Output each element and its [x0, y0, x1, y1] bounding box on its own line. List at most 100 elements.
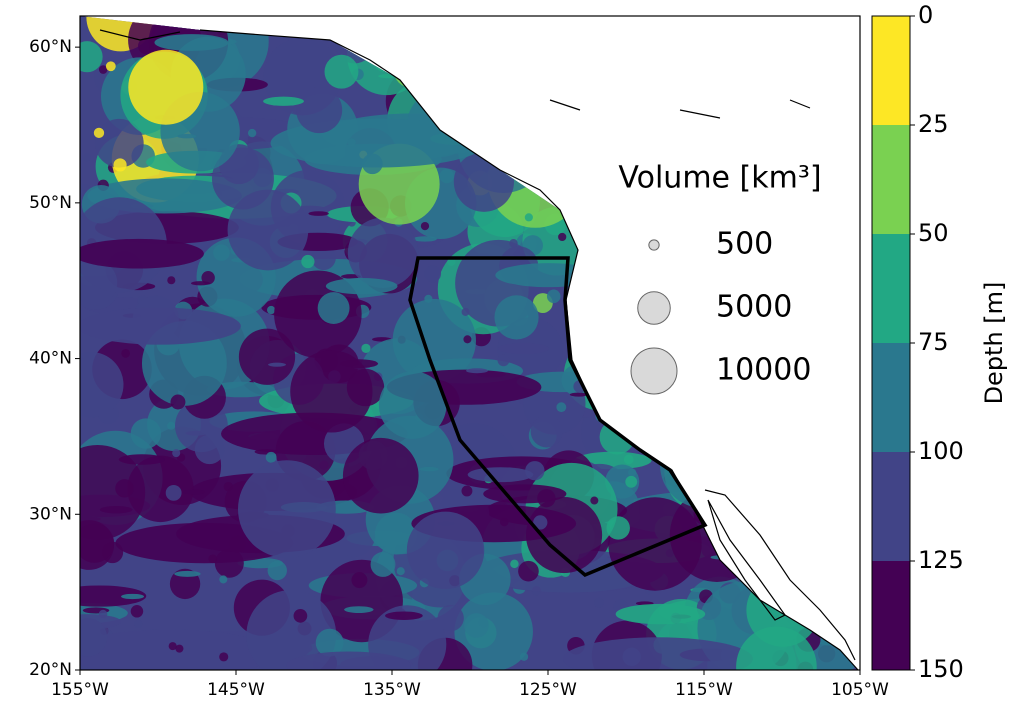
blob: [705, 322, 778, 339]
blob: [80, 41, 103, 73]
blob: [767, 382, 857, 472]
blob: [769, 454, 788, 473]
blob: [168, 642, 177, 651]
blob: [795, 539, 804, 549]
blob: [466, 368, 488, 374]
blob: [559, 16, 593, 44]
blob: [741, 395, 750, 405]
blob: [347, 16, 426, 96]
blob: [394, 60, 409, 76]
blob: [404, 34, 469, 99]
blob: [657, 424, 681, 431]
legend-label: 10000: [716, 353, 811, 388]
blob: [802, 486, 822, 491]
blob: [321, 24, 346, 31]
blob: [190, 281, 211, 286]
blob: [115, 479, 134, 498]
blob: [134, 619, 143, 629]
blob: [745, 193, 767, 215]
blob: [458, 24, 535, 42]
blob: [461, 485, 473, 497]
blob: [80, 629, 275, 670]
blob: [659, 259, 669, 269]
blob: [710, 438, 853, 471]
colorbar-band: [872, 561, 910, 670]
blob: [579, 153, 598, 172]
blob: [729, 506, 783, 560]
colorbar-band: [872, 343, 910, 452]
blob: [247, 128, 257, 138]
blob: [420, 221, 430, 231]
blob: [80, 307, 241, 345]
blob: [80, 523, 115, 563]
colorbar-tick-label: 100: [918, 437, 964, 465]
blob: [201, 270, 215, 285]
blob: [263, 96, 304, 106]
blob: [835, 568, 847, 579]
blob: [820, 191, 832, 203]
blob: [509, 117, 528, 122]
blob: [687, 351, 699, 363]
blob: [547, 33, 595, 45]
blob: [378, 371, 447, 439]
blob: [702, 90, 724, 112]
blob: [817, 54, 858, 109]
blob: [453, 92, 514, 107]
blob: [607, 334, 628, 355]
blob: [584, 121, 597, 134]
blob: [590, 496, 599, 505]
blob: [290, 350, 373, 433]
blob: [332, 513, 376, 557]
blob: [396, 567, 405, 576]
blob: [286, 651, 411, 670]
blob: [546, 289, 561, 304]
blob: [128, 49, 204, 125]
blob: [597, 70, 672, 144]
blob: [817, 347, 842, 372]
blob: [569, 392, 588, 397]
blob: [556, 402, 567, 413]
blob: [595, 398, 755, 435]
blob: [705, 46, 726, 52]
blob: [509, 16, 532, 30]
blob: [760, 99, 781, 120]
blob: [105, 61, 116, 72]
blob: [463, 335, 472, 344]
blob: [347, 217, 419, 288]
blob: [406, 511, 485, 590]
blob: [836, 157, 845, 166]
colorbar-tick-label: 125: [918, 546, 964, 574]
blob: [361, 343, 371, 353]
blob: [379, 16, 450, 78]
blob: [629, 206, 717, 227]
blob: [689, 345, 708, 364]
blob: [497, 354, 510, 367]
blob: [625, 475, 638, 488]
blob: [658, 38, 689, 45]
blob: [94, 118, 144, 168]
blob: [836, 267, 858, 291]
blob: [793, 16, 803, 22]
blob: [581, 237, 590, 246]
blob: [579, 16, 594, 25]
blob: [370, 552, 396, 577]
blob: [808, 510, 858, 561]
blob: [615, 603, 706, 625]
blob: [182, 489, 206, 495]
blob: [467, 467, 534, 483]
blob: [341, 274, 361, 279]
blob: [728, 64, 743, 79]
blob: [685, 69, 728, 112]
blob: [579, 152, 601, 157]
blob: [593, 111, 602, 120]
blob: [558, 232, 567, 242]
blob: [747, 491, 858, 518]
blob: [437, 604, 464, 632]
blob: [325, 278, 398, 295]
blob: [227, 189, 309, 271]
blob: [130, 418, 162, 449]
blob: [584, 169, 597, 182]
blob: [600, 338, 616, 355]
blob: [436, 20, 510, 37]
